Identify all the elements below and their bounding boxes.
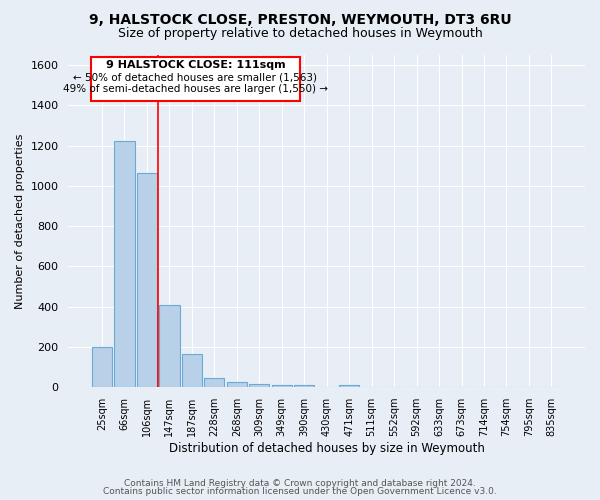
Bar	[92, 346, 112, 387]
Text: Contains public sector information licensed under the Open Government Licence v3: Contains public sector information licen…	[103, 487, 497, 496]
Bar	[182, 354, 202, 387]
Bar	[137, 173, 157, 387]
Bar	[227, 382, 247, 387]
Text: 9, HALSTOCK CLOSE, PRESTON, WEYMOUTH, DT3 6RU: 9, HALSTOCK CLOSE, PRESTON, WEYMOUTH, DT…	[89, 12, 511, 26]
Bar	[249, 384, 269, 387]
Bar	[272, 385, 292, 387]
FancyBboxPatch shape	[91, 57, 300, 102]
Text: ← 50% of detached houses are smaller (1,563): ← 50% of detached houses are smaller (1,…	[73, 72, 317, 82]
Bar	[204, 378, 224, 387]
Text: 9 HALSTOCK CLOSE: 111sqm: 9 HALSTOCK CLOSE: 111sqm	[106, 60, 285, 70]
X-axis label: Distribution of detached houses by size in Weymouth: Distribution of detached houses by size …	[169, 442, 485, 455]
Bar	[115, 140, 134, 387]
Y-axis label: Number of detached properties: Number of detached properties	[15, 134, 25, 309]
Bar	[294, 385, 314, 387]
Text: 49% of semi-detached houses are larger (1,550) →: 49% of semi-detached houses are larger (…	[63, 84, 328, 94]
Bar	[339, 385, 359, 387]
Text: Size of property relative to detached houses in Weymouth: Size of property relative to detached ho…	[118, 28, 482, 40]
Text: Contains HM Land Registry data © Crown copyright and database right 2024.: Contains HM Land Registry data © Crown c…	[124, 478, 476, 488]
Bar	[159, 304, 179, 387]
